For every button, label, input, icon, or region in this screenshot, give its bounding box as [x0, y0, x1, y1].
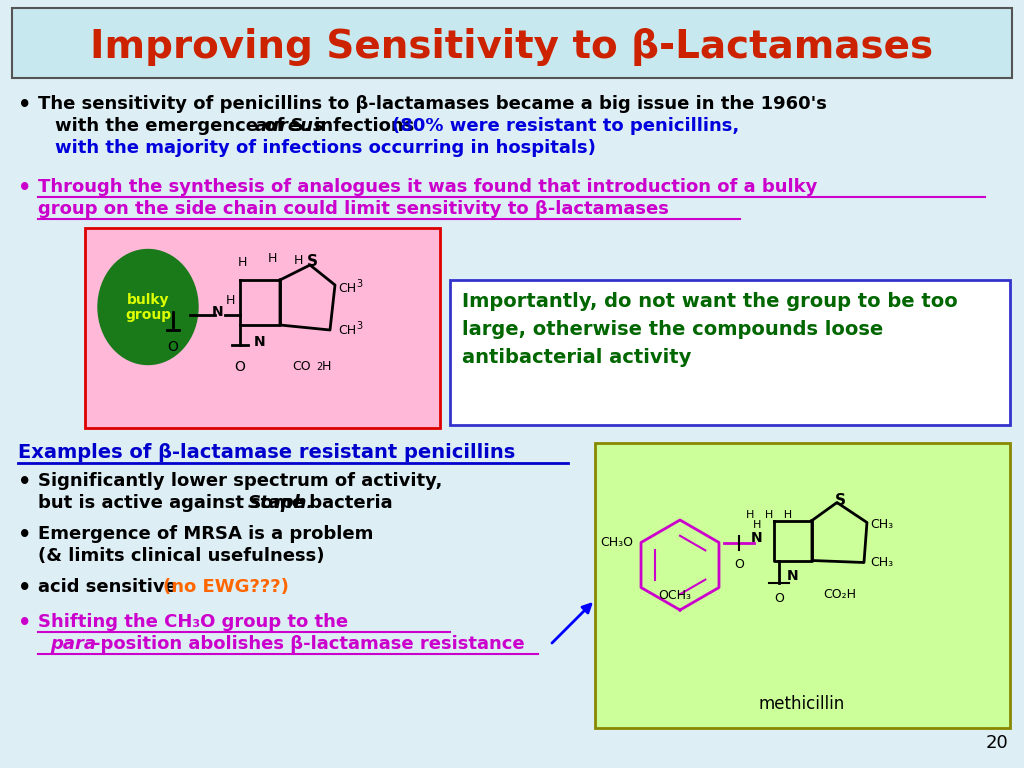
Text: Staph.: Staph. — [248, 494, 314, 512]
Text: •: • — [18, 613, 32, 633]
Text: S: S — [306, 254, 317, 270]
Text: H: H — [225, 293, 234, 306]
Text: Through the synthesis of analogues it was found that introduction of a bulky: Through the synthesis of analogues it wa… — [38, 178, 817, 196]
Text: 20: 20 — [985, 734, 1008, 752]
Text: (no EWG???): (no EWG???) — [163, 578, 289, 596]
FancyBboxPatch shape — [450, 280, 1010, 425]
Text: CO: CO — [293, 360, 311, 373]
Text: 3: 3 — [356, 321, 362, 331]
Text: methicillin: methicillin — [759, 695, 845, 713]
Text: Improving Sensitivity to β-Lactamases: Improving Sensitivity to β-Lactamases — [90, 28, 934, 66]
Text: N: N — [787, 568, 799, 582]
Text: bacteria: bacteria — [303, 494, 392, 512]
Text: Emergence of MRSA is a problem: Emergence of MRSA is a problem — [38, 525, 374, 543]
Text: para: para — [50, 635, 96, 653]
Text: H: H — [267, 251, 276, 264]
Text: N: N — [752, 531, 763, 545]
Ellipse shape — [98, 250, 198, 365]
Text: H: H — [293, 253, 303, 266]
Text: CH₃O: CH₃O — [600, 536, 633, 549]
Text: 3: 3 — [356, 279, 362, 289]
Text: CH₃: CH₃ — [870, 556, 893, 569]
Text: aureus: aureus — [255, 117, 325, 135]
Text: with the majority of infections occurring in hospitals): with the majority of infections occurrin… — [55, 139, 596, 157]
FancyBboxPatch shape — [85, 228, 440, 428]
Text: O: O — [168, 340, 178, 354]
Text: Examples of β-lactamase resistant penicillins: Examples of β-lactamase resistant penici… — [18, 443, 515, 462]
Text: -position abolishes β-lactamase resistance: -position abolishes β-lactamase resistan… — [93, 635, 524, 653]
Text: S: S — [835, 493, 846, 508]
Text: N: N — [212, 305, 224, 319]
Text: O: O — [234, 360, 246, 374]
FancyBboxPatch shape — [595, 443, 1010, 728]
Text: H: H — [322, 360, 332, 373]
Text: (80% were resistant to penicillins,: (80% were resistant to penicillins, — [392, 117, 739, 135]
Text: •: • — [18, 525, 32, 545]
Text: Significantly lower spectrum of activity,: Significantly lower spectrum of activity… — [38, 472, 442, 490]
Text: acid sensitive: acid sensitive — [38, 578, 183, 596]
FancyBboxPatch shape — [12, 8, 1012, 78]
Text: but is active against some: but is active against some — [38, 494, 310, 512]
Text: H   H   H: H H H — [745, 509, 792, 519]
Text: H: H — [238, 256, 247, 269]
Text: group: group — [125, 308, 171, 322]
Text: O: O — [774, 592, 784, 605]
Text: infections: infections — [308, 117, 421, 135]
Text: Shifting the CH₃O group to the: Shifting the CH₃O group to the — [38, 613, 348, 631]
Text: bulky: bulky — [127, 293, 169, 307]
Text: •: • — [18, 95, 32, 115]
Text: OCH₃: OCH₃ — [658, 589, 691, 602]
Text: CH: CH — [338, 282, 356, 294]
Text: The sensitivity of penicillins to β-lactamases became a big issue in the 1960's: The sensitivity of penicillins to β-lact… — [38, 95, 826, 113]
Text: Importantly, do not want the group to be too
large, otherwise the compounds loos: Importantly, do not want the group to be… — [462, 292, 957, 367]
Text: O: O — [734, 558, 743, 571]
Text: with the emergence of S.: with the emergence of S. — [55, 117, 316, 135]
Text: (& limits clinical usefulness): (& limits clinical usefulness) — [38, 547, 325, 565]
Text: •: • — [18, 472, 32, 492]
Text: H: H — [753, 521, 761, 531]
Text: CO₂H: CO₂H — [823, 588, 856, 601]
Text: CH: CH — [338, 323, 356, 336]
Text: •: • — [18, 178, 32, 198]
Text: 2: 2 — [316, 362, 323, 372]
Text: CH₃: CH₃ — [870, 518, 893, 531]
Text: •: • — [18, 578, 32, 598]
Text: N: N — [254, 335, 266, 349]
Text: group on the side chain could limit sensitivity to β-lactamases: group on the side chain could limit sens… — [38, 200, 669, 218]
